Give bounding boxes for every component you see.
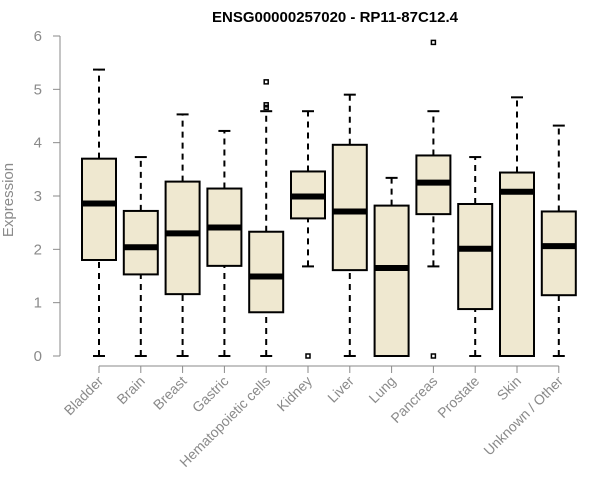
x-tick-label: Unknown / Other — [480, 373, 566, 459]
y-tick-label: 3 — [34, 188, 42, 205]
y-tick-label: 1 — [34, 295, 42, 312]
box-skin — [499, 96, 535, 357]
y-tick-label: 4 — [34, 135, 42, 152]
x-tick-label: Prostate — [434, 373, 482, 421]
box-body — [122, 209, 159, 276]
outlier-point — [430, 39, 437, 46]
x-tick-label: Bladder — [61, 373, 107, 419]
x-tick-label: Breast — [150, 373, 190, 413]
box-prostate — [457, 156, 494, 357]
box-body — [499, 171, 535, 357]
x-tick-label: Kidney — [274, 373, 316, 415]
box-lung — [373, 176, 410, 357]
box-unknown-other — [540, 124, 577, 357]
chart-title: ENSG00000257020 - RP11-87C12.4 — [212, 9, 459, 26]
box-gastric — [206, 129, 243, 357]
box-body — [81, 157, 117, 262]
box-body — [457, 203, 494, 311]
x-tick-label: Lung — [365, 373, 398, 406]
box-bladder — [81, 68, 117, 357]
x-tick-label: Skin — [494, 373, 525, 404]
y-axis-label: Expression — [0, 163, 17, 237]
outlier-point — [305, 353, 311, 359]
boxes-group — [81, 39, 577, 359]
y-tick-label: 5 — [34, 81, 42, 98]
y-tick-label: 2 — [34, 241, 42, 258]
outlier-point — [430, 353, 437, 359]
box-body — [540, 210, 577, 297]
box-body — [248, 230, 285, 314]
outlier-point — [263, 79, 269, 85]
box-pancreas — [415, 39, 452, 359]
box-brain — [122, 156, 159, 357]
x-tick-label: Liver — [324, 373, 357, 406]
y-axis: 0 1 2 3 4 5 6 — [34, 28, 61, 365]
outlier-point — [263, 102, 269, 108]
x-tick-label: Brain — [113, 373, 147, 407]
y-tick-label: 0 — [34, 348, 42, 365]
y-tick-label: 6 — [34, 28, 42, 45]
box-body — [373, 204, 410, 357]
box-kidney — [290, 110, 326, 359]
box-hematopoietic-cells — [248, 79, 285, 357]
box-body — [164, 180, 201, 296]
box-body — [331, 143, 368, 272]
box-breast — [164, 113, 201, 357]
box-liver — [331, 93, 368, 357]
